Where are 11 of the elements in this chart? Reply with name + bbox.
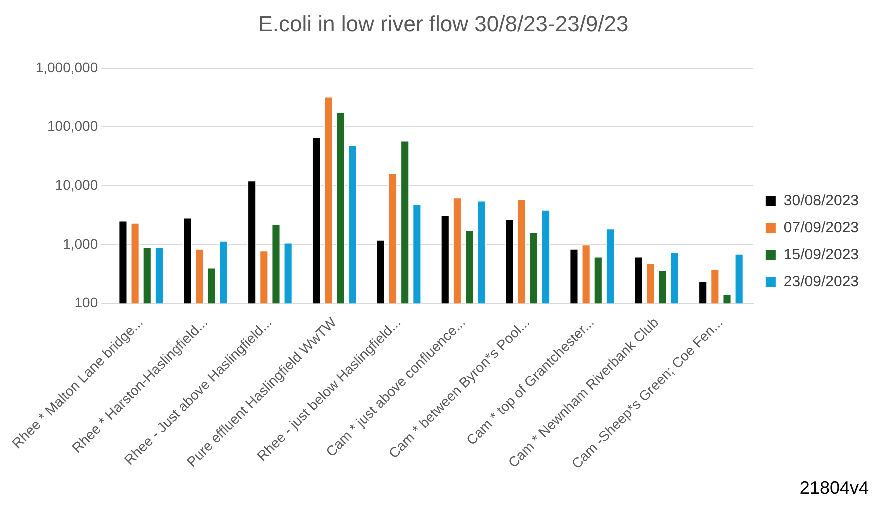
legend-label: 23/09/2023 [784, 274, 860, 291]
chart-title: E.coli in low river flow 30/8/23-23/9/23 [258, 11, 629, 36]
legend-label: 15/09/2023 [784, 246, 860, 264]
y-tick-label: 100 [74, 294, 98, 311]
legend-label: 30/08/2023 [784, 192, 860, 210]
y-tick-label: 1,000,000 [36, 59, 98, 76]
text: 21804v4 [800, 478, 869, 498]
y-tick-label: 1,000 [63, 236, 98, 252]
y-tick-label: 10,000 [55, 176, 98, 193]
y-tick-label: 100,000 [48, 118, 98, 134]
legend-label: 07/09/2023 [784, 220, 860, 237]
